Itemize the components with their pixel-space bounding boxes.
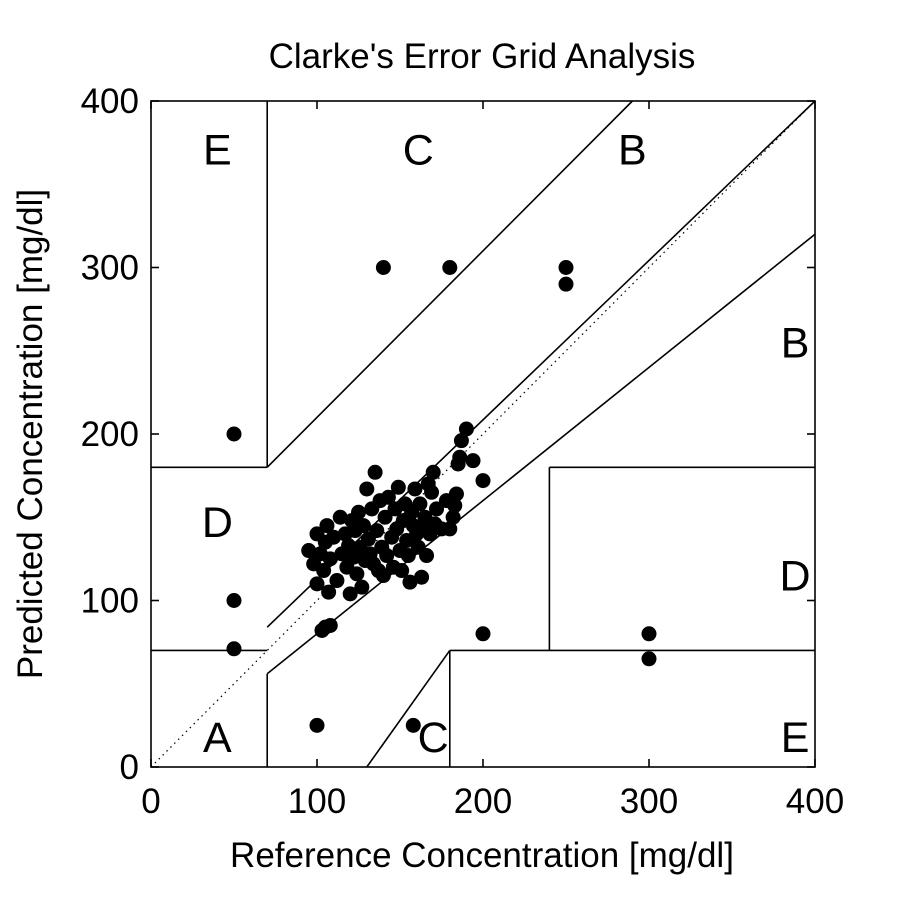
- zone-boundaries: [151, 100, 816, 768]
- data-point: [390, 479, 406, 495]
- data-point: [319, 518, 335, 534]
- data-point: [558, 276, 574, 292]
- data-point: [322, 551, 338, 567]
- data-point: [641, 651, 657, 667]
- data-point: [341, 538, 357, 554]
- data-point: [321, 584, 337, 600]
- data-point: [309, 576, 325, 592]
- data-point: [309, 717, 325, 733]
- zone-boundary-line: [266, 100, 633, 468]
- data-point: [375, 568, 391, 584]
- zone-boundary-line: [366, 649, 451, 768]
- data-point: [400, 548, 416, 564]
- data-point: [226, 641, 242, 657]
- zone-label-c: C: [403, 126, 434, 174]
- zone-label-b: B: [781, 319, 810, 367]
- zone-label-b: B: [618, 126, 647, 174]
- y-axis-label: Predicted Concentration [mg/dl]: [11, 189, 50, 679]
- data-point: [414, 569, 430, 585]
- x-tick-label: 0: [141, 782, 160, 821]
- data-point: [448, 486, 464, 502]
- data-points: [226, 260, 657, 733]
- data-point: [329, 573, 345, 589]
- zone-boundary-line: [266, 100, 816, 628]
- data-point: [442, 260, 458, 275]
- data-point: [424, 484, 440, 500]
- y-tick-label: 300: [81, 249, 139, 288]
- data-point: [394, 563, 410, 579]
- data-point: [380, 489, 396, 505]
- x-tick-label: 300: [620, 782, 678, 821]
- data-point: [641, 626, 657, 642]
- data-point: [465, 453, 481, 469]
- data-point: [316, 563, 332, 579]
- x-tick-label: 400: [786, 782, 844, 821]
- data-point: [453, 433, 469, 449]
- data-point: [342, 586, 358, 602]
- data-point: [375, 260, 391, 275]
- zone-label-e: E: [781, 714, 810, 762]
- data-point: [402, 574, 418, 590]
- x-tick-labels: 0 100 200 300 400: [141, 782, 844, 821]
- x-tick-label: 100: [288, 782, 346, 821]
- data-point: [354, 579, 370, 595]
- y-tick-label: 400: [81, 82, 139, 121]
- x-tick-label: 200: [454, 782, 512, 821]
- zone-labels: A B B C C D D E E: [202, 126, 811, 762]
- data-point: [349, 566, 365, 582]
- plot-area: [151, 101, 815, 767]
- data-point: [407, 481, 423, 497]
- data-point: [326, 529, 342, 545]
- data-point: [355, 518, 371, 534]
- data-point: [322, 617, 338, 633]
- data-point: [442, 521, 458, 537]
- data-point: [558, 260, 574, 275]
- zone-boundary-line: [266, 233, 816, 675]
- axis-ticks: [150, 100, 816, 768]
- data-point: [447, 498, 463, 514]
- data-point: [412, 496, 428, 512]
- data-point: [226, 593, 242, 608]
- data-point: [226, 426, 242, 442]
- y-tick-label: 100: [81, 582, 139, 621]
- data-point: [429, 501, 445, 517]
- data-point: [367, 464, 383, 480]
- data-point: [452, 449, 468, 465]
- data-point: [419, 548, 435, 564]
- data-point: [332, 509, 348, 525]
- y-tick-label: 200: [81, 415, 139, 454]
- y-tick-labels: 0 100 200 300 400: [81, 82, 139, 787]
- data-point: [379, 548, 395, 564]
- y-tick-label: 0: [120, 748, 139, 787]
- data-point: [458, 421, 474, 437]
- data-point: [301, 543, 317, 559]
- data-point: [475, 473, 491, 489]
- data-point: [369, 523, 385, 539]
- zone-label-d: D: [780, 553, 811, 601]
- data-point: [445, 509, 461, 525]
- x-axis-label: Reference Concentration [mg/dl]: [230, 836, 734, 875]
- zone-label-d: D: [202, 499, 233, 547]
- data-point: [351, 504, 366, 520]
- zone-label-a: A: [203, 714, 232, 762]
- data-point: [425, 464, 441, 480]
- zone-label-c: C: [418, 714, 449, 762]
- zone-label-e: E: [203, 126, 232, 174]
- data-point: [377, 509, 393, 525]
- data-point: [475, 626, 491, 642]
- data-point: [359, 481, 375, 497]
- data-point: [405, 717, 421, 733]
- chart-title: Clarke's Error Grid Analysis: [269, 37, 696, 76]
